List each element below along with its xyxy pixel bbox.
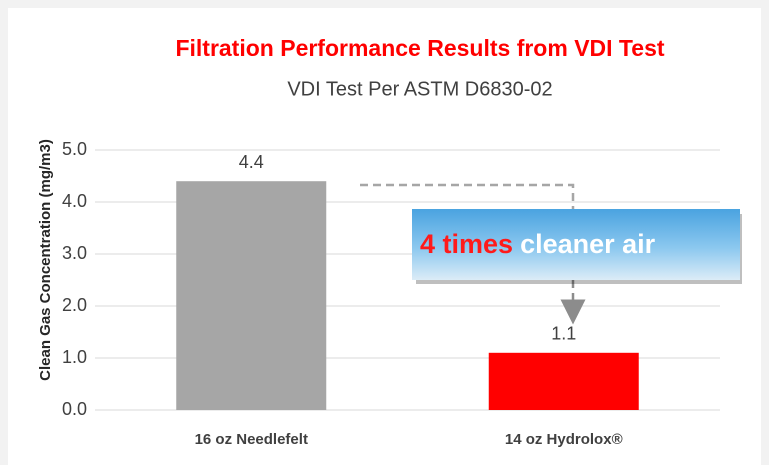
chart-title: Filtration Performance Results from VDI … <box>175 35 664 61</box>
data-label: 4.4 <box>239 152 264 172</box>
data-label: 1.1 <box>551 324 576 344</box>
y-tick-label: 1.0 <box>62 347 87 367</box>
bar <box>489 353 639 410</box>
y-tick-label: 3.0 <box>62 243 87 263</box>
chart-subtitle: VDI Test Per ASTM D6830-02 <box>287 78 552 100</box>
annotation-emphasis: 4 times <box>420 229 513 259</box>
y-tick-label: 2.0 <box>62 295 87 315</box>
chart: Filtration Performance Results from VDI … <box>0 0 769 465</box>
annotation-text: cleaner air <box>520 229 656 259</box>
bar <box>176 181 326 410</box>
page: {"chart_data": {"type": "bar", "title": … <box>0 0 769 465</box>
y-tick-label: 0.0 <box>62 399 87 419</box>
x-tick-label: 16 oz Needlefelt <box>195 431 308 448</box>
y-axis-label: Clean Gas Concentration (mg/m3) <box>37 139 54 381</box>
x-tick-label: 14 oz Hydrolox® <box>505 431 623 448</box>
y-tick-label: 5.0 <box>62 139 87 159</box>
y-tick-label: 4.0 <box>62 191 87 211</box>
